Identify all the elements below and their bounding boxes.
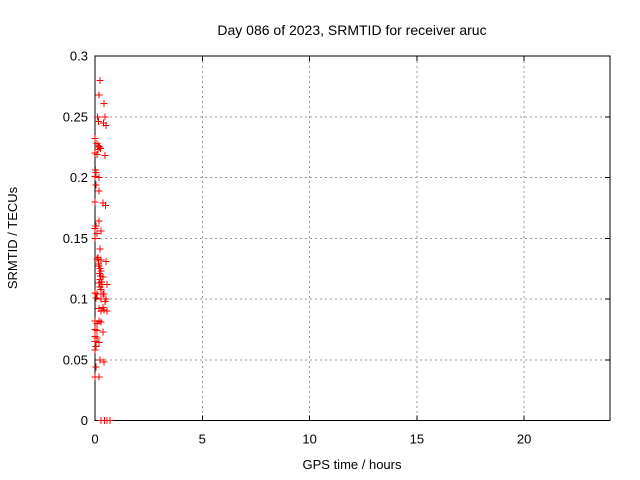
data-point: [91, 338, 99, 346]
data-point: [103, 280, 111, 288]
data-point: [100, 306, 108, 314]
axes-layer: [94, 55, 611, 421]
data-point: [97, 307, 105, 315]
data-point: [91, 172, 99, 180]
data-point: [91, 149, 99, 157]
data-point: [93, 319, 101, 327]
data-point: [95, 373, 103, 381]
data-point: [101, 297, 109, 305]
x-tick-label: 5: [199, 432, 206, 447]
data-point: [91, 289, 99, 297]
data-point: [94, 146, 102, 154]
data-point: [99, 328, 107, 336]
data-point: [103, 307, 111, 315]
x-tick-label: 20: [517, 432, 531, 447]
data-point: [92, 169, 100, 177]
y-tick-label: 0: [81, 413, 88, 428]
data-point: [92, 342, 100, 350]
data-point: [95, 91, 103, 99]
grid-layer: [95, 56, 610, 421]
data-point: [91, 346, 99, 354]
data-point: [96, 245, 104, 253]
data-point: [95, 217, 103, 225]
y-tick-label: 0.3: [70, 49, 88, 64]
data-point: [93, 150, 101, 158]
data-point: [94, 118, 102, 126]
data-point: [92, 363, 100, 371]
data-point: [100, 290, 108, 298]
y-axis-label: SRMTID / TECUs: [5, 186, 20, 289]
y-tick-label: 0.05: [63, 352, 88, 367]
data-point: [100, 99, 108, 107]
data-point: [100, 358, 108, 366]
data-point: [95, 279, 103, 287]
data-point: [92, 181, 100, 189]
data-point: [102, 121, 110, 129]
data-point: [95, 339, 103, 347]
data-point: [97, 318, 105, 326]
x-axis-label: GPS time / hours: [303, 457, 402, 472]
data-point: [97, 227, 105, 235]
data-point: [92, 294, 100, 302]
data-point: [101, 152, 109, 160]
data-point: [97, 256, 105, 264]
data-point: [95, 187, 103, 195]
data-point: [101, 113, 109, 121]
x-tick-label: 15: [410, 432, 424, 447]
data-point: [91, 234, 99, 242]
y-tick-label: 0.25: [63, 109, 88, 124]
data-point: [95, 174, 103, 181]
data-point: [96, 76, 104, 84]
data-point: [91, 225, 99, 233]
data-point: [96, 356, 104, 364]
data-point: [93, 255, 101, 263]
data-point: [91, 135, 99, 143]
data-point: [91, 325, 99, 333]
plot-border: [94, 55, 611, 421]
data-point: [106, 417, 114, 424]
y-tick-label: 0.15: [63, 231, 88, 246]
y-tick-label: 0.1: [70, 292, 88, 307]
y-tick-label: 0.2: [70, 170, 88, 185]
data-point: [93, 334, 101, 342]
data-point: [91, 198, 99, 206]
data-point: [102, 201, 110, 209]
chart-title: Day 086 of 2023, SRMTID for receiver aru…: [217, 22, 486, 38]
data-point: [93, 113, 101, 121]
data-points-layer: [91, 76, 114, 424]
data-point: [93, 327, 101, 335]
data-point: [102, 257, 110, 265]
x-tick-label: 0: [91, 432, 98, 447]
x-tick-label: 10: [302, 432, 316, 447]
tick-labels: 0 5 10 15 20 0 0.05 0.1 0.15 0.2 0.25 0.3: [63, 49, 532, 447]
data-point: [93, 229, 101, 237]
